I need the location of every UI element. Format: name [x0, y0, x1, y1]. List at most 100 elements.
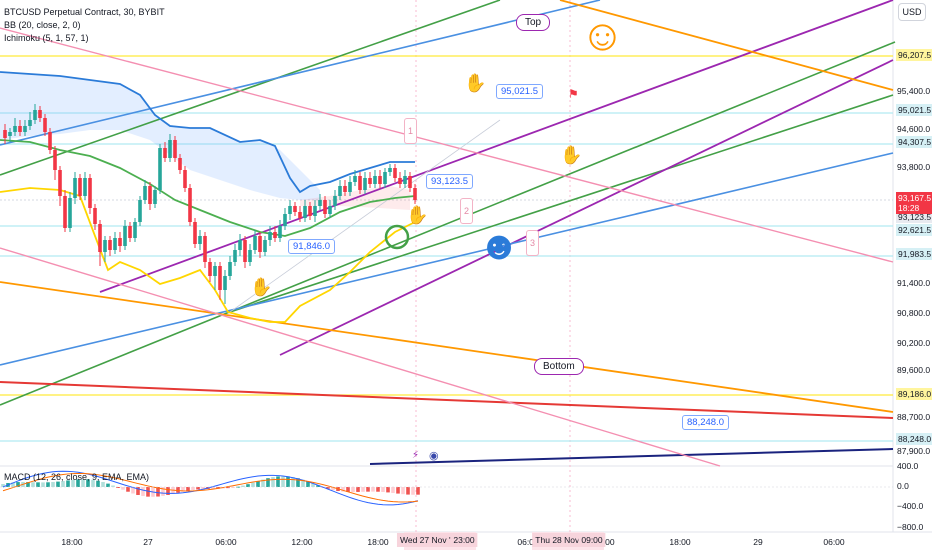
candle-body — [158, 148, 162, 190]
candle-body — [138, 200, 142, 222]
bollinger-lower-band — [0, 187, 416, 323]
candle-body — [13, 126, 17, 132]
wave-count-label[interactable]: 2 — [460, 198, 474, 224]
candle-body — [318, 200, 322, 206]
macd-histogram-bar — [76, 479, 80, 487]
macd-histogram-bar — [366, 487, 370, 492]
candle-body — [343, 186, 347, 192]
symbol-title[interactable]: BTCUSD Perpetual Contract, 30, BYBIT — [4, 7, 165, 17]
candle-body — [128, 226, 132, 238]
macd-histogram-bar — [406, 487, 410, 495]
candle-body — [353, 176, 357, 182]
thumb-up-icon[interactable]: ✋ — [560, 145, 583, 165]
price-level-tag: 89,186.0 — [896, 388, 932, 400]
bottom-bubble-annotation[interactable]: Bottom — [534, 358, 584, 375]
candle-body — [248, 250, 252, 262]
macd-histogram-bar — [271, 477, 275, 487]
candle-body — [223, 276, 227, 290]
candle-body — [408, 176, 412, 188]
candle-body — [68, 198, 72, 228]
price-callout-label[interactable]: 88,248.0 — [682, 415, 729, 430]
candle-body — [238, 240, 242, 250]
candle-body — [308, 206, 312, 216]
macd-histogram-bar — [106, 483, 110, 487]
candle-body — [288, 206, 292, 214]
price-axis-tick: 87,900.0 — [897, 446, 931, 456]
macd-histogram-bar — [16, 482, 20, 487]
flag-icon[interactable]: ⚑ — [568, 87, 579, 101]
candle-body — [333, 196, 337, 206]
price-axis-tick: 91,400.0 — [897, 278, 931, 288]
bb-indicator-label[interactable]: BB (20, close, 2, 0) — [4, 20, 81, 30]
blue-trend-line — [0, 152, 894, 366]
top-bubble-annotation[interactable]: Top — [516, 14, 551, 31]
candle-body — [98, 224, 102, 252]
price-level-tag: 93,123.5 — [896, 211, 932, 223]
macd-histogram-bar — [101, 481, 105, 487]
smiley-neutral-icon[interactable]: ☻ — [478, 224, 521, 268]
candle-body — [8, 132, 12, 136]
macd-histogram-bar — [86, 479, 90, 487]
smiley-happy-icon[interactable]: ☺ — [580, 11, 625, 60]
price-level-tag: 88,248.0 — [896, 433, 932, 445]
macd-histogram-bar — [296, 478, 300, 487]
price-callout-label[interactable]: 93,123.5 — [426, 174, 473, 189]
macd-histogram-bar — [356, 487, 360, 492]
candle-body — [253, 236, 257, 250]
macd-histogram-bar — [346, 487, 350, 492]
macd-histogram-bar — [391, 487, 395, 493]
thumb-up-icon[interactable]: ✋ — [406, 205, 429, 225]
macd-histogram-bar — [41, 482, 45, 487]
time-axis-tick: 06:00 — [215, 537, 237, 547]
time-axis-tick: 18:00 — [61, 537, 83, 547]
pink-trend-line — [0, 27, 894, 263]
macd-histogram-bar — [311, 483, 315, 487]
macd-histogram-bar — [376, 487, 380, 492]
macd-histogram-bar — [191, 487, 195, 491]
price-level-tag: 91,983.5 — [896, 248, 932, 260]
macd-histogram-bar — [286, 476, 290, 487]
ichimoku-indicator-label[interactable]: Ichimoku (5, 1, 57, 1) — [4, 33, 89, 43]
macd-histogram-bar — [31, 482, 35, 487]
price-callout-label[interactable]: 95,021.5 — [496, 84, 543, 99]
candle-body — [323, 200, 327, 214]
candle-body — [243, 240, 247, 262]
us-flag-icon[interactable]: ◉ — [429, 450, 439, 462]
macd-histogram-bar — [131, 487, 135, 494]
candle-body — [203, 236, 207, 262]
macd-histogram-bar — [176, 487, 180, 493]
macd-histogram-bar — [121, 487, 125, 490]
currency-button[interactable]: USD — [898, 3, 926, 21]
macd-histogram-bar — [51, 482, 55, 487]
candle-body — [28, 120, 32, 126]
macd-histogram-bar — [381, 487, 385, 492]
macd-histogram-bar — [196, 487, 200, 490]
lightning-icon[interactable]: ⚡ — [412, 450, 420, 461]
candle-body — [283, 214, 287, 226]
macd-histogram-bar — [256, 481, 260, 487]
wave-count-label[interactable]: 3 — [526, 230, 540, 256]
macd-axis-tick: −400.0 — [897, 501, 924, 511]
price-callout-label[interactable]: 91,846.0 — [288, 239, 335, 254]
thumb-up-icon[interactable]: ✋ — [250, 277, 273, 297]
macd-histogram-bar — [276, 476, 280, 487]
macd-line — [2, 470, 419, 506]
price-level-tag: 96,207.5 — [896, 49, 932, 61]
pink-trend-line — [0, 247, 721, 467]
time-axis-tick: 29 — [753, 537, 763, 547]
price-axis-tick: 94,600.0 — [897, 124, 931, 134]
candle-body — [228, 262, 232, 276]
price-axis-tick: 88,700.0 — [897, 412, 931, 422]
bar-countdown: 18:28 — [898, 203, 920, 213]
macd-legend[interactable]: MACD (12, 26, close, 9, EMA, EMA) — [4, 472, 150, 482]
candle-body — [373, 176, 377, 184]
candle-body — [348, 182, 352, 192]
thumb-down-icon[interactable]: ✋ — [464, 73, 487, 93]
macd-histogram-bar — [351, 487, 355, 493]
candle-body — [78, 178, 82, 196]
candle-body — [403, 176, 407, 184]
candle-body — [33, 110, 37, 120]
wave-count-label[interactable]: 1 — [404, 118, 418, 144]
macd-histogram-bar — [211, 487, 215, 489]
